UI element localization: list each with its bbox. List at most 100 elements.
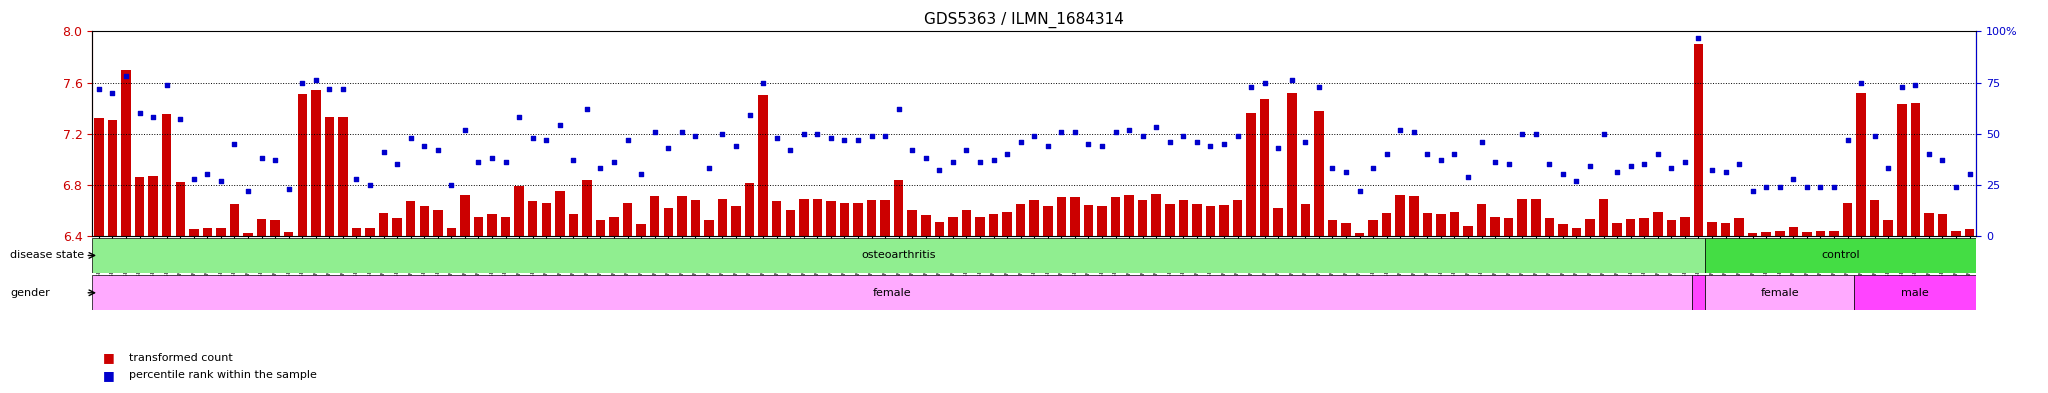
Point <box>354 182 387 188</box>
Bar <box>1030 200 1038 236</box>
Point <box>313 86 346 92</box>
Point <box>1573 163 1606 169</box>
Bar <box>1761 232 1772 236</box>
Point <box>449 127 481 133</box>
Point <box>666 129 698 135</box>
Bar <box>569 214 578 236</box>
Bar <box>1585 219 1595 236</box>
Point <box>150 81 182 88</box>
Bar <box>229 204 240 236</box>
Point <box>1044 129 1077 135</box>
Bar <box>1925 213 1933 236</box>
Bar <box>1247 113 1255 236</box>
Bar <box>1937 214 1948 236</box>
Bar <box>731 206 741 236</box>
Bar <box>893 180 903 236</box>
Point <box>1356 165 1389 171</box>
Point <box>1831 137 1864 143</box>
Point <box>1722 161 1755 167</box>
Point <box>111 73 143 79</box>
Point <box>680 132 713 139</box>
Point <box>965 159 997 165</box>
Point <box>178 175 211 182</box>
Point <box>1221 132 1253 139</box>
Point <box>1804 184 1837 190</box>
Bar <box>406 201 416 236</box>
Bar <box>1747 233 1757 236</box>
Bar <box>813 199 821 236</box>
Bar <box>1802 232 1812 236</box>
Text: ■: ■ <box>102 351 115 364</box>
Point <box>774 147 807 153</box>
Bar <box>1870 200 1880 236</box>
Bar <box>1706 238 1976 273</box>
Bar <box>94 118 104 236</box>
Text: control: control <box>1821 250 1860 261</box>
Point <box>610 137 643 143</box>
Bar <box>610 217 618 236</box>
Point <box>367 149 399 155</box>
Bar <box>1544 218 1554 236</box>
Bar <box>948 217 958 236</box>
Bar <box>1315 110 1323 236</box>
Text: ■: ■ <box>102 369 115 382</box>
Point <box>137 114 170 120</box>
Bar <box>162 114 172 236</box>
Bar <box>881 200 891 236</box>
Bar <box>1559 224 1567 236</box>
Point <box>707 130 739 137</box>
Point <box>748 79 780 86</box>
Point <box>1276 77 1309 84</box>
Bar <box>297 94 307 236</box>
Bar <box>975 217 985 236</box>
Bar <box>1735 218 1743 236</box>
Bar <box>1640 218 1649 236</box>
Bar <box>1286 93 1296 236</box>
Bar <box>1151 194 1161 236</box>
Bar <box>473 217 483 236</box>
Bar <box>1477 204 1487 236</box>
Text: percentile rank within the sample: percentile rank within the sample <box>129 370 317 380</box>
Point <box>299 77 332 84</box>
Point <box>1343 188 1376 194</box>
Bar <box>1491 217 1499 236</box>
Bar <box>1260 99 1270 236</box>
Text: osteoarthritis: osteoarthritis <box>862 250 936 261</box>
Bar <box>1788 227 1798 236</box>
Point <box>1749 184 1782 190</box>
Point <box>1194 143 1227 149</box>
Point <box>868 132 901 139</box>
Point <box>1167 132 1200 139</box>
Bar <box>311 90 322 236</box>
Point <box>1628 161 1661 167</box>
Bar <box>1612 223 1622 236</box>
Point <box>246 155 279 161</box>
Text: transformed count: transformed count <box>129 353 233 363</box>
Point <box>1438 151 1470 157</box>
Bar <box>623 202 633 236</box>
Bar <box>1692 275 1706 310</box>
Point <box>883 106 915 112</box>
Bar <box>1001 211 1012 236</box>
Bar <box>432 210 442 236</box>
Bar <box>1653 211 1663 236</box>
Bar <box>270 220 281 236</box>
Point <box>489 159 522 165</box>
Bar <box>1817 231 1825 236</box>
Point <box>123 110 156 116</box>
Point <box>1778 175 1810 182</box>
Point <box>287 79 319 86</box>
Bar <box>1219 205 1229 236</box>
Point <box>977 157 1010 163</box>
Bar <box>1679 217 1690 236</box>
Point <box>1411 151 1444 157</box>
Point <box>1505 130 1538 137</box>
Point <box>1235 83 1268 90</box>
Point <box>733 112 766 118</box>
Point <box>1939 184 1972 190</box>
Bar <box>799 199 809 236</box>
Point <box>1681 35 1714 41</box>
Point <box>1262 145 1294 151</box>
Bar <box>1233 200 1243 236</box>
Bar <box>1518 199 1528 236</box>
